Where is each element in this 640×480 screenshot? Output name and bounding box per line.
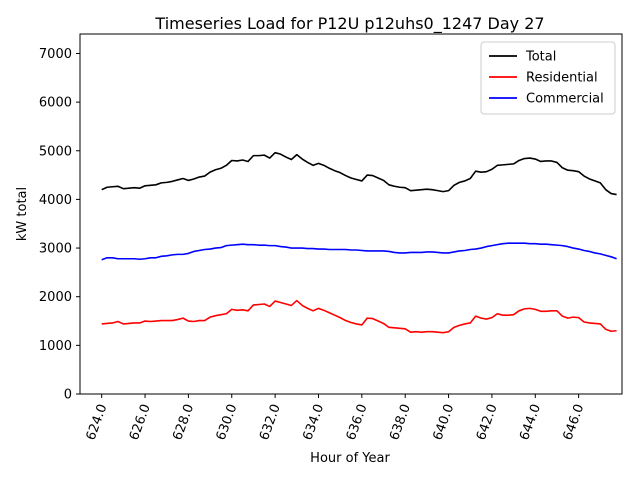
series-line-total	[101, 151, 617, 196]
y-tick-label: 5000	[39, 144, 72, 159]
y-axis-label: kW total	[15, 187, 30, 241]
legend-label-total: Total	[525, 50, 556, 65]
x-axis-label: Hour of Year	[310, 451, 390, 466]
legend-label-commercial: Commercial	[526, 92, 604, 107]
y-tick-label: 6000	[39, 96, 72, 111]
y-tick-label: 1000	[39, 339, 72, 354]
series-layer	[101, 151, 617, 334]
legend-label-residential: Residential	[526, 71, 598, 86]
plot-area-frame	[79, 33, 623, 395]
y-axis: 0 1000 2000 3000 4000 5000 6000 7000	[39, 47, 80, 403]
y-tick-label: 7000	[39, 47, 72, 62]
chart-title: Timeseries Load for P12U p12uhs0_1247 Da…	[154, 14, 544, 34]
y-tick-label: 4000	[39, 193, 72, 208]
y-tick-label: 0	[64, 388, 72, 403]
legend: Total Residential Commercial	[480, 41, 616, 115]
series-line-commercial	[101, 242, 617, 261]
y-tick-label: 2000	[39, 290, 72, 305]
series-line-residential	[101, 299, 617, 334]
y-tick-label: 3000	[39, 242, 72, 257]
legend-box	[480, 41, 616, 115]
